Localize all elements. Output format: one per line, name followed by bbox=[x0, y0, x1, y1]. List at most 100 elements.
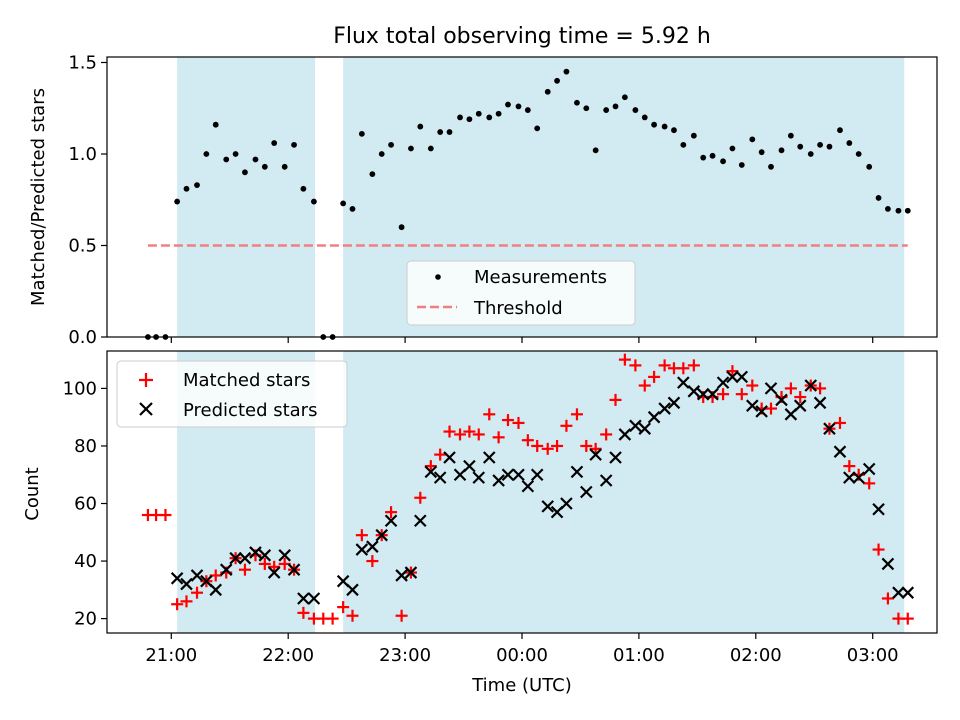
matched-point bbox=[618, 353, 631, 366]
predicted-point bbox=[775, 393, 788, 407]
y-tick-label: 100 bbox=[63, 378, 97, 399]
matched-point bbox=[238, 563, 251, 576]
y-tick-label: 20 bbox=[74, 609, 97, 630]
predicted-point bbox=[541, 500, 554, 513]
measurement-point bbox=[729, 145, 736, 152]
measurement-point bbox=[427, 145, 434, 152]
matched-point bbox=[600, 428, 613, 441]
predicted-point bbox=[658, 402, 671, 415]
predicted-point bbox=[366, 540, 379, 553]
measurement-point bbox=[271, 140, 278, 146]
matched-point bbox=[901, 612, 914, 625]
matched-point bbox=[765, 402, 777, 415]
predicted-point bbox=[190, 569, 204, 582]
matched-point bbox=[881, 592, 894, 605]
predicted-point bbox=[404, 566, 418, 579]
measurement-point bbox=[797, 143, 804, 150]
predicted-point bbox=[746, 399, 759, 412]
predicted-point bbox=[472, 471, 486, 484]
measurement-point bbox=[661, 123, 668, 130]
measurement-point bbox=[466, 116, 473, 123]
matched-point bbox=[717, 388, 730, 401]
matched-point bbox=[385, 506, 398, 519]
matched-point bbox=[629, 359, 642, 372]
x-tick-label: 02:00 bbox=[730, 645, 782, 666]
measurement-point bbox=[554, 77, 560, 84]
matched-point bbox=[872, 543, 885, 556]
observing-interval-band bbox=[177, 57, 316, 337]
measurement-point bbox=[612, 103, 619, 110]
measurement-point bbox=[826, 143, 833, 150]
predicted-point bbox=[716, 376, 730, 389]
matched-point bbox=[278, 557, 291, 570]
predicted-point bbox=[395, 569, 408, 582]
matched-point bbox=[180, 595, 193, 608]
predicted-point bbox=[180, 577, 193, 591]
measurement-point bbox=[875, 195, 882, 201]
predicted-point bbox=[833, 445, 847, 458]
predicted-point bbox=[589, 448, 602, 461]
measurement-point bbox=[720, 158, 726, 165]
matched-point bbox=[726, 365, 739, 378]
measurement-point bbox=[778, 147, 785, 154]
predicted-point bbox=[560, 497, 573, 510]
y-tick-label: 80 bbox=[74, 436, 97, 457]
measurement-point bbox=[495, 110, 502, 117]
matched-point bbox=[258, 557, 271, 570]
predicted-point bbox=[278, 549, 291, 562]
predicted-point bbox=[530, 468, 544, 482]
measurement-point bbox=[768, 163, 774, 170]
predicted-point bbox=[424, 465, 438, 479]
top-x-ticks bbox=[170, 337, 874, 343]
measurement-point bbox=[807, 151, 814, 157]
legend-measurements: Measurements bbox=[474, 267, 607, 288]
y-tick-label: 1.5 bbox=[68, 52, 97, 73]
predicted-point bbox=[482, 451, 496, 464]
matched-point bbox=[191, 586, 204, 599]
x-tick-label: 01:00 bbox=[613, 645, 665, 666]
bottom-legend-box bbox=[116, 360, 348, 428]
chart-title: Flux total observing time = 5.92 h bbox=[333, 24, 711, 49]
matched-point bbox=[355, 529, 368, 542]
matched-point bbox=[492, 431, 505, 444]
predicted-point bbox=[463, 459, 476, 473]
matched-point bbox=[580, 439, 593, 452]
predicted-point bbox=[726, 370, 739, 384]
measurement-point bbox=[408, 145, 414, 152]
predicted-point bbox=[813, 396, 827, 410]
measurement-point bbox=[242, 169, 248, 176]
matched-point bbox=[677, 362, 690, 375]
x-tick-label: 21:00 bbox=[145, 645, 197, 666]
measurement-point bbox=[544, 88, 551, 95]
x-tick-label: 23:00 bbox=[379, 645, 431, 666]
measurement-point bbox=[749, 136, 756, 143]
predicted-point bbox=[609, 451, 622, 464]
top-y-axis-label: Matched/Predicted stars bbox=[28, 88, 49, 306]
matched-point bbox=[159, 509, 172, 522]
predicted-point bbox=[433, 471, 447, 484]
measurement-point bbox=[358, 130, 365, 137]
measurement-point bbox=[632, 107, 639, 113]
measurement-point bbox=[671, 127, 677, 134]
predicted-point bbox=[901, 586, 915, 599]
y-tick-label: 0.0 bbox=[68, 327, 97, 348]
matched-point bbox=[521, 434, 534, 447]
legend-matched: Matched stars bbox=[183, 370, 310, 391]
measurement-point bbox=[252, 156, 259, 163]
measurement-point bbox=[592, 147, 599, 154]
predicted-point bbox=[170, 572, 184, 585]
y-tick-label: 1.0 bbox=[68, 144, 97, 165]
predicted-point bbox=[687, 385, 701, 398]
predicted-point bbox=[696, 387, 710, 401]
predicted-point bbox=[764, 382, 778, 395]
matched-point bbox=[570, 408, 583, 421]
measurement-point bbox=[641, 114, 648, 121]
predicted-point bbox=[501, 468, 515, 482]
top-legend: Measurements Threshold bbox=[406, 260, 636, 326]
measurement-point bbox=[486, 114, 493, 121]
measurement-point bbox=[349, 205, 356, 212]
matched-point bbox=[297, 606, 310, 619]
measurement-point bbox=[583, 105, 590, 112]
matched-point bbox=[746, 379, 759, 392]
